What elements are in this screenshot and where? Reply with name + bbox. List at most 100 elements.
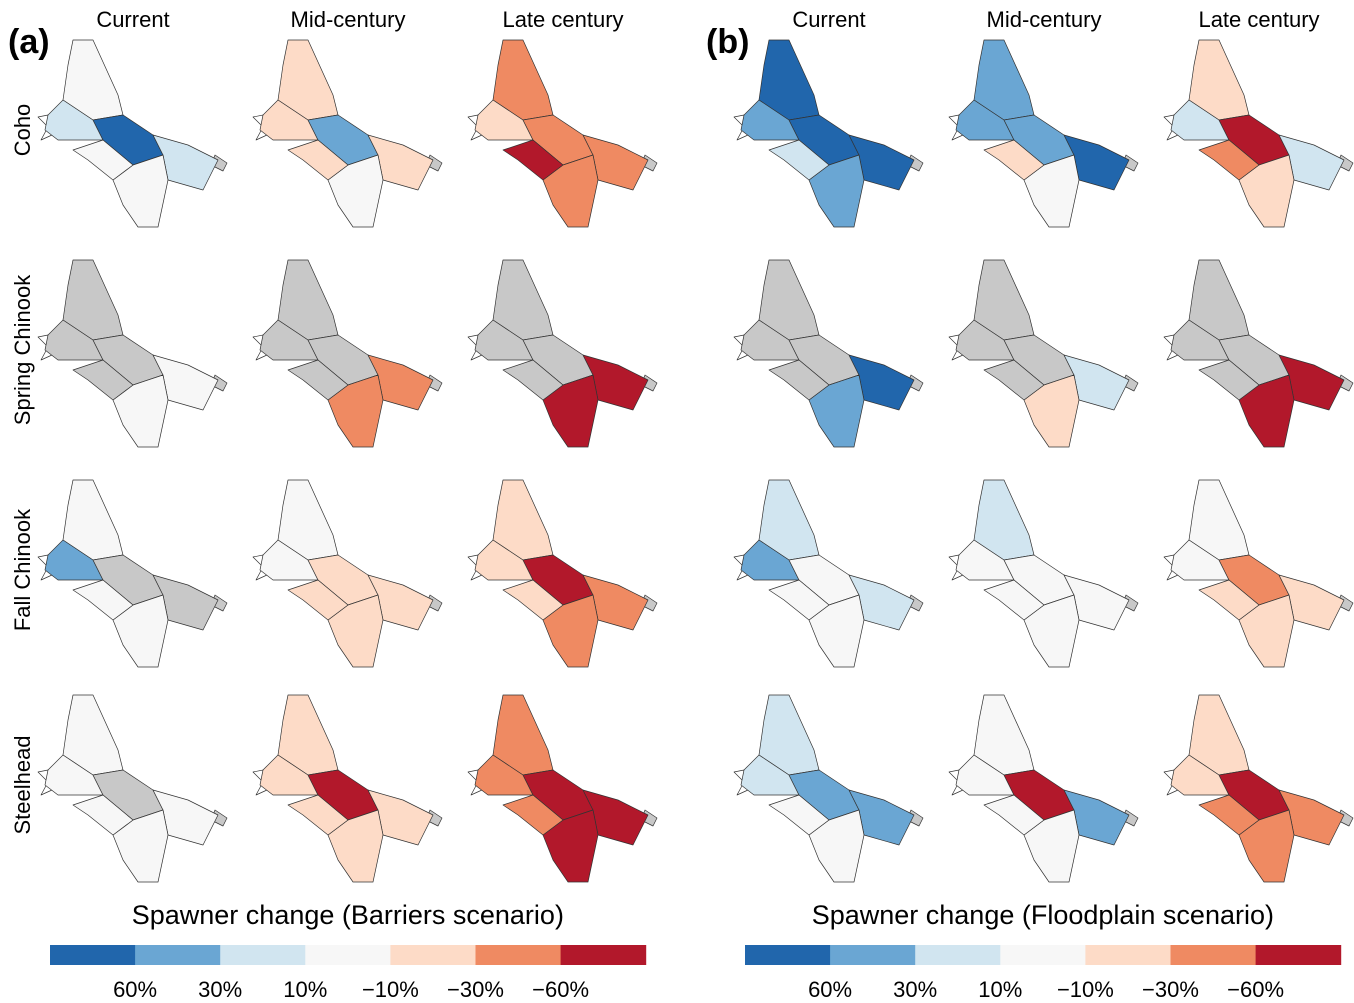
- legend-title: Spawner change (Floodplain scenario): [812, 900, 1274, 930]
- watershed-map: [467, 694, 658, 883]
- map-region: [1023, 594, 1080, 668]
- legend-swatch: [220, 945, 306, 965]
- legend-swatch: [915, 945, 1001, 965]
- map-region: [327, 374, 384, 448]
- watershed-map: [948, 259, 1139, 448]
- watershed-map: [733, 479, 924, 668]
- column-header: Mid-century: [987, 7, 1102, 32]
- legend-label: 30%: [893, 977, 937, 1002]
- legend-label: −60%: [1227, 977, 1284, 1002]
- panel-letter: (b): [706, 23, 749, 61]
- legend-swatch: [830, 945, 916, 965]
- watershed-map: [467, 259, 658, 448]
- map-region: [1023, 374, 1080, 448]
- legend-title: Spawner change (Barriers scenario): [132, 900, 564, 930]
- legend-swatch: [475, 945, 562, 965]
- watershed-map: [948, 694, 1139, 883]
- map-region: [768, 794, 830, 836]
- map-region: [983, 794, 1045, 836]
- watershed-map: [733, 694, 924, 883]
- watershed-map: [252, 479, 443, 668]
- map-region: [1238, 594, 1295, 668]
- legend-swatch: [390, 945, 476, 965]
- map-region: [542, 154, 599, 228]
- legend-swatch: [560, 945, 647, 965]
- legend-label: 30%: [198, 977, 242, 1002]
- watershed-map: [1163, 479, 1354, 668]
- map-region: [502, 579, 564, 621]
- map-region: [72, 139, 134, 181]
- map-region: [808, 594, 865, 668]
- legend-swatch: [745, 945, 831, 965]
- legend-swatch: [1085, 945, 1171, 965]
- column-header: Late century: [502, 7, 623, 32]
- map-region: [502, 794, 564, 836]
- map-region: [542, 809, 599, 883]
- map-region: [768, 139, 830, 181]
- map-region: [1238, 809, 1295, 883]
- legend-label: −30%: [1142, 977, 1199, 1002]
- map-region: [983, 579, 1045, 621]
- map-region: [72, 579, 134, 621]
- map-region: [112, 809, 169, 883]
- map-region: [542, 594, 599, 668]
- watershed-map: [467, 39, 658, 228]
- map-region: [808, 154, 865, 228]
- map-region: [1023, 154, 1080, 228]
- legend-label: −30%: [447, 977, 504, 1002]
- row-label: Coho: [10, 104, 35, 157]
- column-header: Late century: [1198, 7, 1319, 32]
- map-region: [327, 154, 384, 228]
- map-region: [72, 359, 134, 401]
- watershed-map: [252, 694, 443, 883]
- watershed-map: [733, 259, 924, 448]
- map-region: [287, 359, 349, 401]
- map-region: [287, 139, 349, 181]
- map-region: [112, 594, 169, 668]
- watershed-map: [1163, 694, 1354, 883]
- map-region: [1198, 139, 1260, 181]
- legend-swatch: [1000, 945, 1086, 965]
- map-region: [287, 794, 349, 836]
- row-label: Fall Chinook: [10, 508, 35, 631]
- map-region: [1198, 359, 1260, 401]
- legend-label: 60%: [113, 977, 157, 1002]
- legend-swatch: [305, 945, 391, 965]
- watershed-map: [467, 479, 658, 668]
- column-header: Current: [792, 7, 865, 32]
- map-region: [1238, 154, 1295, 228]
- map-region: [542, 374, 599, 448]
- panel-letter: (a): [8, 23, 50, 61]
- map-region: [502, 139, 564, 181]
- legend-label: −10%: [362, 977, 419, 1002]
- map-region: [502, 359, 564, 401]
- column-header: Current: [96, 7, 169, 32]
- map-region: [808, 809, 865, 883]
- map-region: [112, 154, 169, 228]
- watershed-map: [1163, 259, 1354, 448]
- column-header: Mid-century: [291, 7, 406, 32]
- map-region: [808, 374, 865, 448]
- map-region: [1238, 374, 1295, 448]
- map-region: [327, 809, 384, 883]
- watershed-map: [252, 39, 443, 228]
- map-region: [327, 594, 384, 668]
- map-region: [983, 359, 1045, 401]
- map-region: [287, 579, 349, 621]
- map-region: [768, 359, 830, 401]
- watershed-map: [1163, 39, 1354, 228]
- map-region: [983, 139, 1045, 181]
- watershed-map: [948, 479, 1139, 668]
- watershed-map: [37, 259, 228, 448]
- map-region: [1023, 809, 1080, 883]
- legend-label: −10%: [1057, 977, 1114, 1002]
- watershed-map: [37, 479, 228, 668]
- legend-label: 60%: [808, 977, 852, 1002]
- map-region: [112, 374, 169, 448]
- watershed-map: [252, 259, 443, 448]
- map-region: [72, 794, 134, 836]
- legend-swatch: [1255, 945, 1342, 965]
- legend-label: −60%: [532, 977, 589, 1002]
- legend-swatch: [50, 945, 136, 965]
